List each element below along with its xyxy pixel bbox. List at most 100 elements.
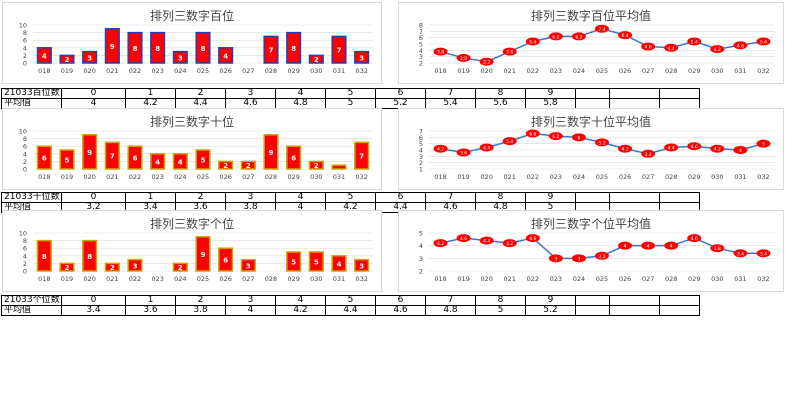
point-value-label: 3.8 xyxy=(714,246,721,252)
bar xyxy=(218,247,234,272)
point-value-label: 4.6 xyxy=(691,144,698,150)
data-point xyxy=(479,57,494,66)
y-tick-label: 3 xyxy=(419,255,423,263)
bar xyxy=(59,262,75,272)
bar-chart-units: 排列三数字个位 0 2 4 6 8 10 018 019 020 021 022 023 024 025 0… xyxy=(2,210,382,292)
data-point xyxy=(641,149,656,158)
bar xyxy=(354,258,370,272)
x-tick-label: 022 xyxy=(527,275,539,283)
average-table-hundreds: 21033百位数 0 1 2 3 4 5 6 7 8 9 平均值 4 4.2 4.4 4.6 4.8 5 5.2 5.… xyxy=(1,88,700,109)
x-tick-label: 024 xyxy=(573,67,585,75)
x-tick-label: 019 xyxy=(61,173,73,181)
x-tick-label: 030 xyxy=(310,173,322,181)
y-tick-label: 6 xyxy=(23,143,27,151)
data-point xyxy=(710,144,725,153)
x-tick-label: 023 xyxy=(151,67,163,75)
bar-value-label: 9 xyxy=(269,149,274,157)
digit-cell xyxy=(659,88,700,99)
bar-value-label: 2 xyxy=(223,162,228,170)
line-chart-units: 排列三数字个位平均值 2 3 4 5 018 019 020 021 022 023 024 025 0… xyxy=(398,210,784,292)
y-tick-label: 6 xyxy=(419,34,423,42)
digit-cell: 7 xyxy=(425,192,476,203)
point-value-label: 5.4 xyxy=(529,39,536,45)
bar-value-label: 7 xyxy=(269,47,274,55)
point-value-label: 6.4 xyxy=(621,33,628,39)
x-tick-label: 019 xyxy=(61,275,73,283)
average-cell: 5.6 xyxy=(475,98,526,109)
chart-title: 排列三数字个位 xyxy=(149,217,234,231)
point-value-label: 4.6 xyxy=(460,236,467,242)
bar-value-label: 4 xyxy=(178,158,183,166)
bar xyxy=(150,153,166,170)
bar xyxy=(308,54,324,64)
x-tick-label: 029 xyxy=(287,173,299,181)
x-tick-label: 025 xyxy=(197,67,209,75)
point-value-label: 3 xyxy=(577,256,580,262)
bar-value-label: 2 xyxy=(314,162,319,170)
average-cell: 5.2 xyxy=(525,305,576,316)
y-tick-label: 2 xyxy=(23,52,27,60)
point-value-label: 2.2 xyxy=(483,60,490,66)
bar xyxy=(172,50,188,64)
point-value-label: 4.2 xyxy=(437,147,444,153)
digit-cell: 4 xyxy=(275,295,326,306)
bar xyxy=(308,160,324,170)
digit-cell: 5 xyxy=(325,192,376,203)
table-row: 21033十位数 0 1 2 3 4 5 6 7 8 9 xyxy=(1,192,700,203)
bar xyxy=(36,145,52,170)
average-cell: 4.6 xyxy=(375,305,426,316)
point-value-label: 4.2 xyxy=(506,241,513,247)
y-tick-label: 4 xyxy=(23,150,27,158)
y-tick-label: 3 xyxy=(419,153,423,161)
data-point xyxy=(502,239,517,248)
data-point xyxy=(756,139,771,148)
bar-value-label: 2 xyxy=(65,264,70,272)
point-value-label: 5.4 xyxy=(691,39,698,45)
point-value-label: 6.2 xyxy=(552,134,559,140)
digit-cell: 2 xyxy=(175,192,226,203)
digit-cell: 0 xyxy=(61,88,126,99)
x-tick-label: 031 xyxy=(333,67,345,75)
bar-value-label: 7 xyxy=(337,47,342,55)
data-point xyxy=(710,45,725,54)
x-tick-label: 031 xyxy=(734,275,746,283)
average-cell: 5.8 xyxy=(525,98,576,109)
average-cell xyxy=(575,305,610,316)
point-value-label: 6 xyxy=(577,135,580,141)
x-tick-label: 023 xyxy=(550,173,562,181)
bar-value-label: 3 xyxy=(87,54,92,62)
bar xyxy=(331,164,347,170)
line-chart-svg: 2 3 4 5 018 019 020 021 022 023 024 025 026 027 028 029… xyxy=(419,230,775,283)
x-tick-label: 018 xyxy=(434,275,446,283)
x-tick-label: 030 xyxy=(310,67,322,75)
bar xyxy=(195,31,211,64)
data-point xyxy=(456,234,471,243)
bar xyxy=(104,141,120,170)
x-tick-label: 029 xyxy=(287,275,299,283)
bar xyxy=(104,28,120,64)
y-tick-label: 3 xyxy=(419,53,423,61)
x-tick-label: 022 xyxy=(527,173,539,181)
x-tick-label: 021 xyxy=(106,173,118,181)
row-label: 平均值 xyxy=(1,305,62,316)
bar-value-label: 7 xyxy=(110,153,115,161)
x-tick-label: 032 xyxy=(355,173,367,181)
data-point xyxy=(595,251,609,260)
y-tick-label: 4 xyxy=(419,47,423,55)
x-tick-label: 021 xyxy=(504,173,516,181)
chart-title: 排列三数字百位平均值 xyxy=(530,9,651,23)
data-point xyxy=(433,239,448,248)
point-value-label: 6.2 xyxy=(552,34,559,40)
digit-cell: 3 xyxy=(225,295,276,306)
y-tick-label: 4 xyxy=(23,44,27,52)
data-point xyxy=(618,144,633,153)
x-tick-label: 027 xyxy=(642,67,654,75)
x-tick-label: 027 xyxy=(642,275,654,283)
y-tick-label: 2 xyxy=(419,159,423,167)
bar-value-label: 9 xyxy=(87,149,92,157)
bar xyxy=(331,255,347,272)
digit-cell: 3 xyxy=(225,88,276,99)
x-tick-label: 025 xyxy=(596,275,608,283)
data-point xyxy=(641,241,656,250)
